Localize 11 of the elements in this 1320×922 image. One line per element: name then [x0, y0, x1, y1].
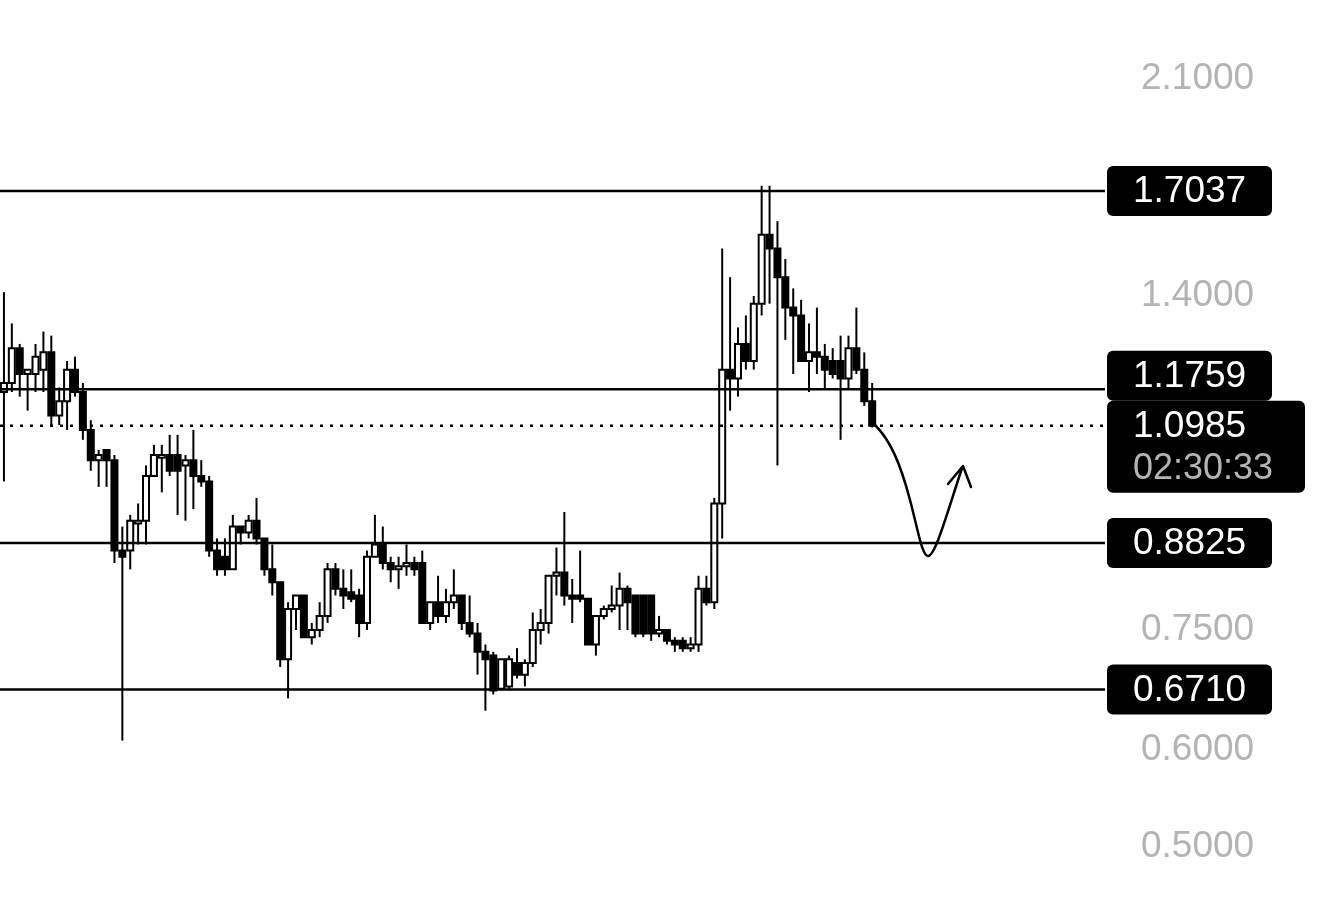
y-tick-label: 0.7500 [1141, 607, 1255, 649]
ref-line-label: 0.6710 [1133, 667, 1247, 709]
ref-line-label: 1.1759 [1133, 353, 1247, 395]
y-tick-label: 2.1000 [1141, 56, 1255, 98]
ref-line-label: 1.7037 [1133, 169, 1247, 211]
ref-line-label: 0.8825 [1133, 521, 1247, 563]
y-tick-label: 0.6000 [1141, 726, 1255, 768]
y-tick-label: 1.4000 [1141, 273, 1255, 315]
ref-line-label: 1.0985 [1133, 403, 1247, 445]
y-tick-label: 0.5000 [1141, 824, 1255, 866]
text: 02:30:33 [1133, 445, 1274, 487]
